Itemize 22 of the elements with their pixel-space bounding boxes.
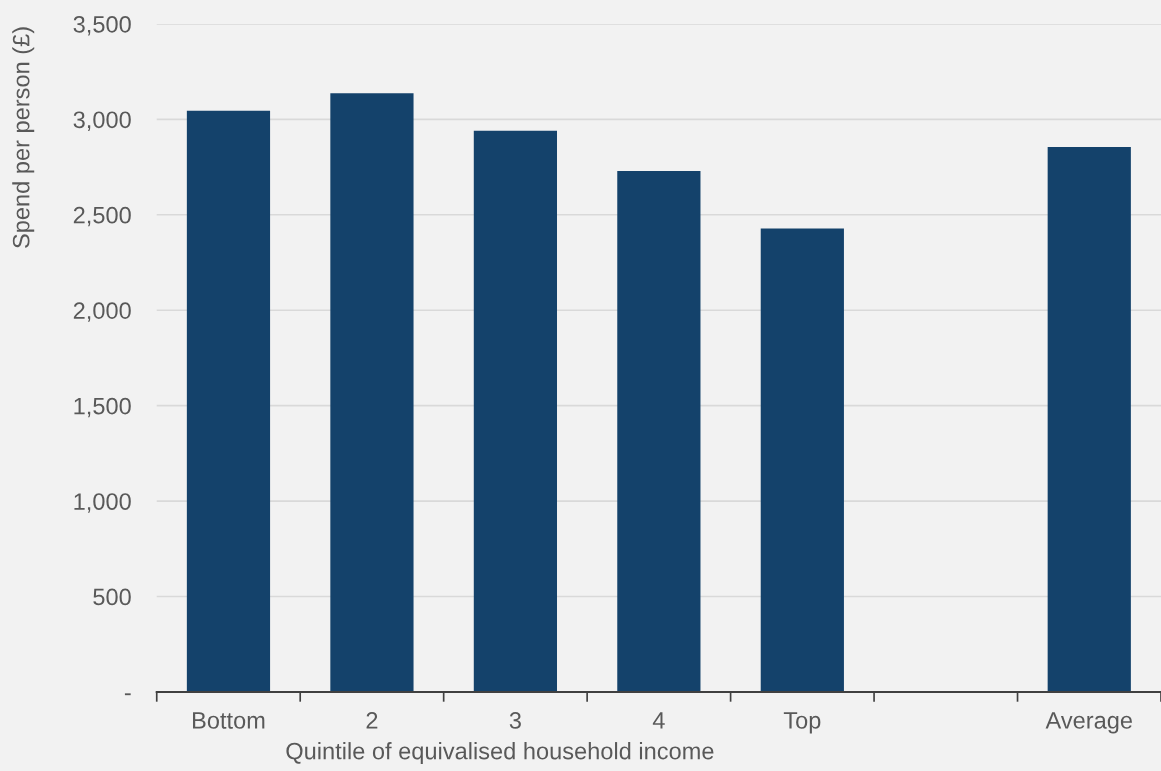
- y-tick-label: 3,500: [73, 15, 131, 36]
- y-tick-label: 500: [93, 588, 131, 606]
- x-axis-title: Quintile of equivalised household income: [286, 742, 714, 765]
- bar: [760, 228, 844, 692]
- x-tick-label: 4: [652, 712, 665, 729]
- y-axis-title: Spend per person (£): [12, 27, 35, 248]
- x-tick-label: Average: [1045, 712, 1132, 734]
- bar: [473, 130, 558, 692]
- y-tick-label: 2,500: [73, 206, 131, 227]
- bar: [186, 110, 271, 692]
- bar: [330, 93, 414, 692]
- x-tick-label: 2: [366, 712, 378, 729]
- x-tick-label: 3: [509, 712, 521, 729]
- x-tick-label: Bottom: [193, 712, 265, 729]
- y-tick-label: 2,000: [73, 302, 131, 322]
- y-tick-label: 1,000: [74, 493, 131, 513]
- y-tick-label: 3,000: [73, 111, 131, 131]
- x-tick-label: Top: [783, 712, 821, 734]
- bar: [617, 171, 701, 692]
- bar: [1047, 147, 1131, 692]
- y-tick-label: 1,500: [74, 397, 131, 418]
- y-tick-label: -: [124, 693, 131, 696]
